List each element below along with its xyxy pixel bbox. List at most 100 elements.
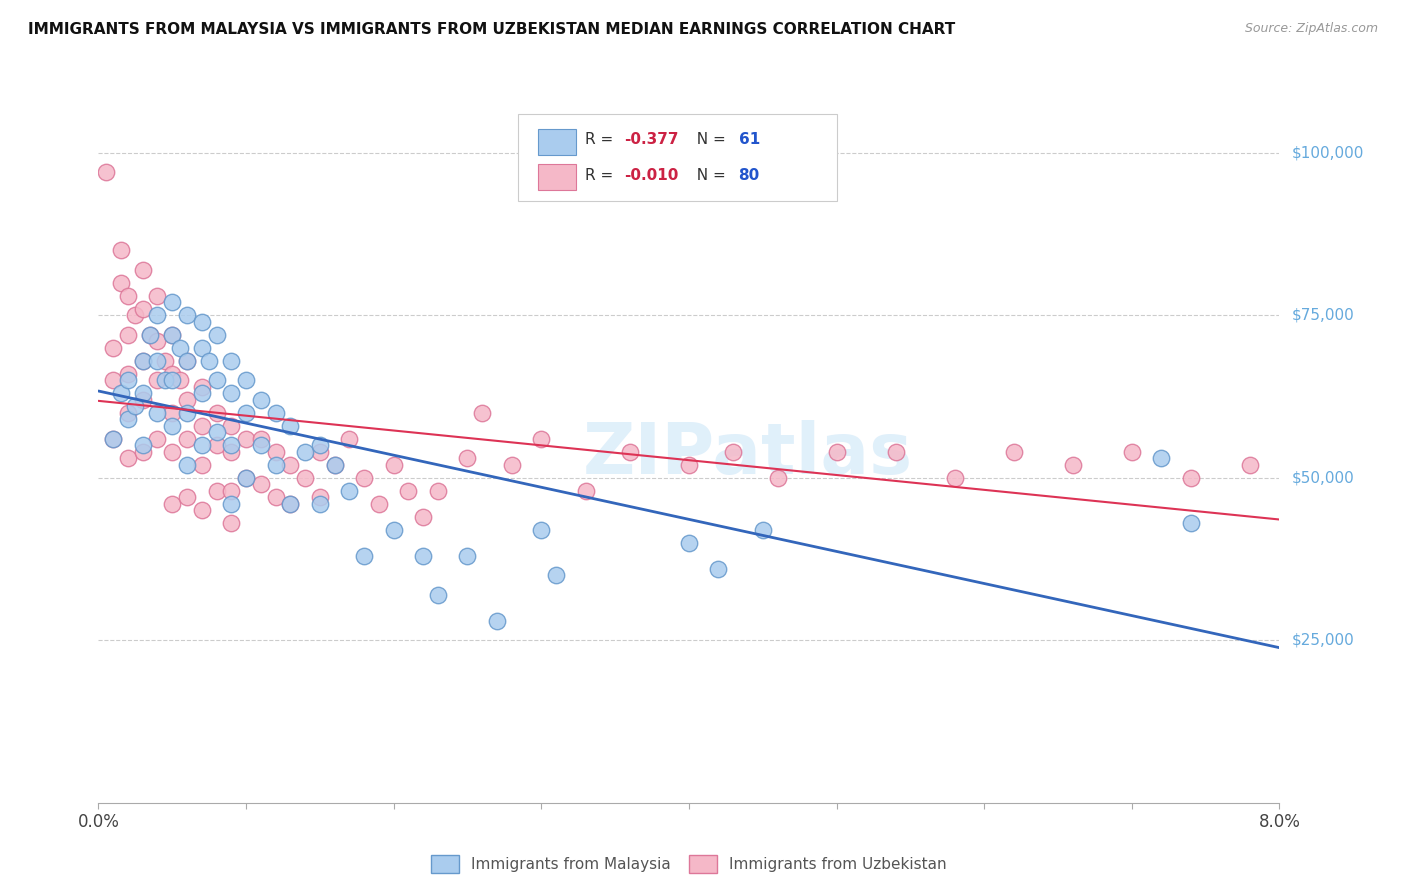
Point [382,523,405,537]
Point [162,373,183,387]
Point [308,497,332,511]
Text: -0.377: -0.377 [624,132,679,147]
Point [766,471,789,485]
Point [308,438,332,452]
Point [278,497,301,511]
Point [132,438,155,452]
Point [205,327,228,342]
Point [162,497,183,511]
Point [146,308,169,322]
Point [117,327,139,342]
Point [219,483,242,498]
Point [132,262,155,277]
Point [191,341,214,355]
Point [678,458,700,472]
Point [198,353,221,368]
Point [337,483,360,498]
Point [278,497,301,511]
Point [367,497,389,511]
Point [169,373,191,387]
Point [825,444,848,458]
Point [353,471,375,485]
Point [294,471,316,485]
FancyBboxPatch shape [537,128,575,155]
Point [103,432,124,446]
FancyBboxPatch shape [537,164,575,190]
FancyBboxPatch shape [517,114,837,201]
Point [169,341,191,355]
Point [278,458,301,472]
Point [1239,458,1261,472]
Point [176,490,198,504]
Point [219,516,242,531]
Point [426,483,449,498]
Point [191,458,214,472]
Point [619,444,641,458]
Point [117,367,139,381]
Point [103,373,124,387]
Point [1180,471,1202,485]
Point [153,373,176,387]
Point [396,483,419,498]
Point [132,353,155,368]
Point [153,353,176,368]
Point [110,243,132,257]
Point [132,444,155,458]
Point [146,406,169,420]
Point [412,549,434,563]
Point [485,614,508,628]
Point [146,334,169,348]
Point [162,406,183,420]
Point [1062,458,1084,472]
Legend: Immigrants from Malaysia, Immigrants from Uzbekistan: Immigrants from Malaysia, Immigrants fro… [425,849,953,879]
Point [250,477,273,491]
Point [205,406,228,420]
Point [426,588,449,602]
Text: $25,000: $25,000 [1291,632,1354,648]
Text: ZIPatlas: ZIPatlas [583,420,912,490]
Point [250,438,273,452]
Point [191,386,214,401]
Point [191,438,214,452]
Point [678,535,700,549]
Point [250,432,273,446]
Point [162,444,183,458]
Point [323,458,346,472]
Point [205,438,228,452]
Point [456,549,478,563]
Point [412,509,434,524]
Point [176,406,198,420]
Point [146,353,169,368]
Point [191,418,214,433]
Point [162,418,183,433]
Point [103,341,124,355]
Point [139,327,162,342]
Point [323,458,346,472]
Point [132,392,155,407]
Point [176,392,198,407]
Point [162,295,183,310]
Point [176,458,198,472]
Point [176,308,198,322]
Point [124,399,146,413]
Point [132,353,155,368]
Text: R =: R = [585,132,619,147]
Point [264,444,287,458]
Point [110,386,132,401]
Point [278,418,301,433]
Point [110,276,132,290]
Point [353,549,375,563]
Point [574,483,596,498]
Text: N =: N = [686,168,730,183]
Point [191,503,214,517]
Point [219,438,242,452]
Point [219,497,242,511]
Point [219,444,242,458]
Text: $75,000: $75,000 [1291,308,1354,323]
Y-axis label: Median Earnings: Median Earnings [0,392,7,518]
Point [264,490,287,504]
Point [219,353,242,368]
Text: -0.010: -0.010 [624,168,678,183]
Point [191,315,214,329]
Point [544,568,567,582]
